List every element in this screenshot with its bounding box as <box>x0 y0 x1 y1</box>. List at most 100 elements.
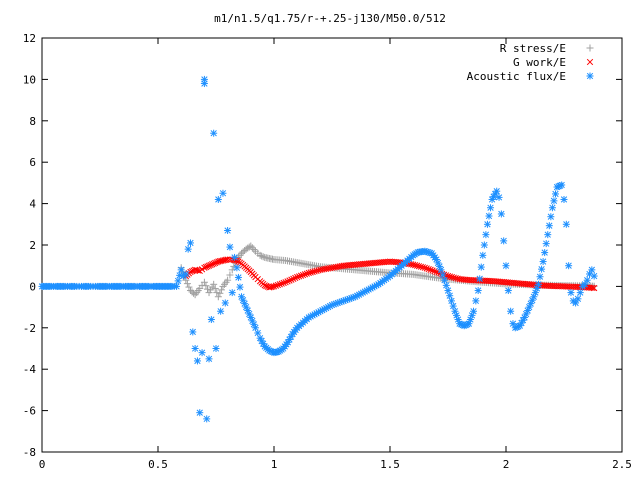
data-point-interp <box>297 272 305 279</box>
data-point-interp <box>259 253 267 261</box>
data-point-interp <box>286 277 293 284</box>
data-point-interp <box>195 267 202 274</box>
y-tick-label: 12 <box>23 32 36 45</box>
data-point <box>567 289 575 297</box>
data-point <box>495 193 503 201</box>
x-tick-label: 2.5 <box>612 458 632 471</box>
data-point <box>198 349 206 357</box>
data-point-interp <box>439 271 447 279</box>
data-point <box>261 282 268 289</box>
y-axis: -8 -6 -4 -2 0 2 4 6 8 10 12 <box>23 32 622 459</box>
data-point <box>231 253 239 261</box>
series-layer <box>38 75 598 423</box>
x-tick-label: 1.5 <box>380 458 400 471</box>
data-point-interp <box>208 261 216 268</box>
data-point <box>224 276 232 284</box>
data-point <box>212 345 220 352</box>
data-point <box>574 295 582 303</box>
data-point-interp <box>269 283 276 290</box>
data-point-interp <box>477 263 485 271</box>
data-point-interp <box>482 231 490 239</box>
data-point <box>588 266 596 274</box>
data-point-interp <box>272 282 280 289</box>
data-point <box>228 289 236 297</box>
data-point-interp <box>203 285 211 293</box>
data-point <box>437 266 445 274</box>
data-point <box>203 415 211 423</box>
data-point <box>282 279 289 286</box>
data-point-interp <box>290 275 297 282</box>
data-point-interp <box>216 289 224 297</box>
data-point <box>502 262 510 270</box>
data-point <box>470 307 478 315</box>
data-point <box>539 258 547 266</box>
data-point <box>177 266 185 274</box>
data-point-interp <box>538 265 546 273</box>
data-point <box>226 243 234 251</box>
data-point-interp <box>447 297 455 305</box>
data-point <box>191 345 199 352</box>
data-point-interp <box>202 263 210 271</box>
y-tick-label: 0 <box>29 280 36 293</box>
data-point <box>516 322 524 330</box>
legend-label: R stress/E <box>500 42 566 55</box>
data-point-interp <box>190 289 198 297</box>
data-point-interp <box>446 273 454 280</box>
data-point-interp <box>292 274 299 282</box>
y-tick-label: -6 <box>23 405 36 418</box>
data-point-interp <box>476 275 484 283</box>
data-point-interp <box>301 271 309 278</box>
y-tick-label: 2 <box>29 239 36 252</box>
data-point-interp <box>427 266 434 273</box>
data-point <box>210 260 217 267</box>
data-point <box>483 220 491 228</box>
data-point-interp <box>487 204 495 212</box>
data-point <box>200 80 208 88</box>
data-point <box>504 287 512 295</box>
data-point-interp <box>236 283 244 291</box>
data-point-interp <box>417 263 425 270</box>
data-point <box>410 261 417 268</box>
data-point-interp <box>542 240 550 248</box>
data-point-interp <box>202 282 210 290</box>
data-point-interp <box>226 271 234 279</box>
data-point <box>182 270 190 278</box>
data-point <box>217 307 225 315</box>
data-point-interp <box>245 310 253 318</box>
data-point-interp <box>311 268 318 275</box>
y-tick-label: -8 <box>23 446 36 459</box>
data-point-interp <box>245 243 253 251</box>
legend-marker <box>586 44 594 52</box>
data-point <box>562 220 570 228</box>
data-point <box>196 409 204 417</box>
data-point-interp <box>174 277 182 285</box>
data-point-interp <box>541 249 549 257</box>
data-point-interp <box>423 265 430 272</box>
chart-title: m1/n1.5/q1.75/r-+.25-j130/M50.0/512 <box>214 12 446 25</box>
data-point-interp <box>303 270 311 277</box>
data-point-interp <box>449 302 457 310</box>
data-point-interp <box>429 267 436 274</box>
data-point-interp <box>536 273 544 281</box>
legend-marker <box>586 58 594 66</box>
data-point <box>184 245 192 253</box>
data-point-interp <box>589 284 596 292</box>
data-point <box>565 262 573 270</box>
data-point-interp <box>313 267 320 275</box>
data-point <box>201 264 208 271</box>
data-point-interp <box>468 311 476 319</box>
data-point <box>224 227 232 235</box>
data-point <box>421 264 428 271</box>
data-point <box>576 289 584 297</box>
data-point <box>590 272 598 280</box>
data-point <box>583 276 591 284</box>
data-point <box>591 284 598 292</box>
data-point <box>214 195 222 203</box>
data-point <box>189 328 197 336</box>
data-point <box>205 355 213 363</box>
data-point-interp <box>284 278 291 285</box>
data-point <box>497 210 505 218</box>
data-point-interp <box>485 212 493 220</box>
